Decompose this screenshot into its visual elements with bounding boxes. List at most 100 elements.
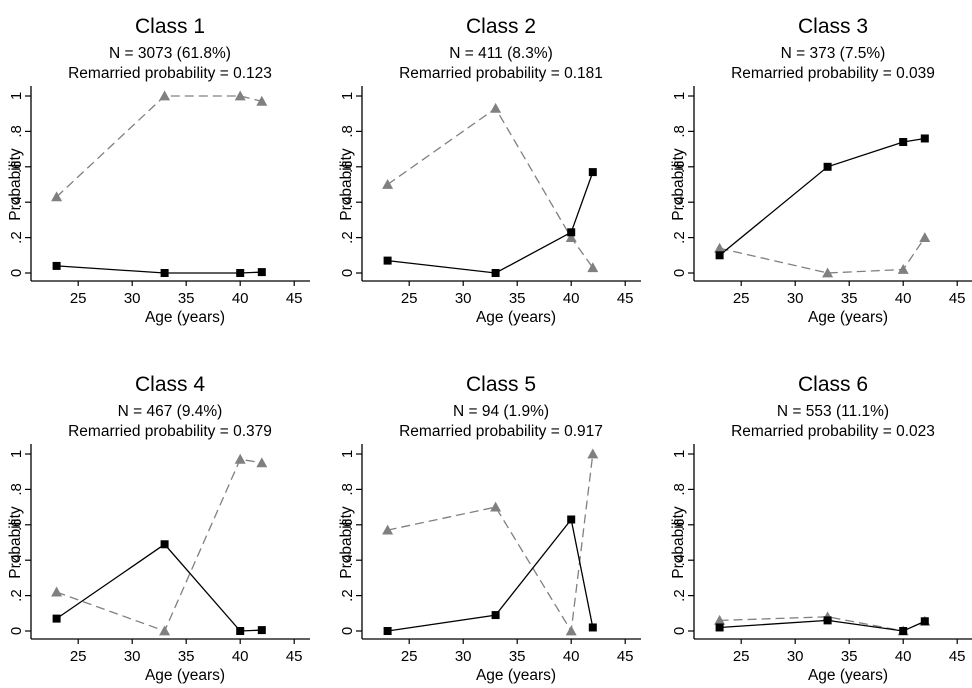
chart-title: Class 1 [135, 15, 205, 38]
data-point-square [823, 616, 832, 625]
data-point-square [52, 261, 61, 270]
x-tick-label: 35 [841, 648, 858, 665]
data-point-square [257, 626, 266, 635]
data-point-triangle [256, 457, 268, 468]
y-tick-label: 0 [339, 269, 356, 277]
x-tick-label: 45 [617, 290, 634, 307]
x-axis-label: Age (years) [808, 309, 888, 326]
data-point-square [567, 228, 576, 237]
chart-subtitle-remarried: Remarried probability = 0.039 [731, 65, 935, 82]
x-tick-label: 45 [949, 290, 966, 307]
data-point-triangle [256, 95, 268, 106]
y-tick-label: 1 [8, 450, 25, 458]
data-point-triangle [382, 179, 394, 189]
data-point-square [257, 268, 266, 277]
y-tick-label: .6 [339, 519, 356, 532]
series-line-triangle [719, 616, 926, 632]
data-point-square [491, 611, 500, 620]
data-point-square [715, 251, 724, 260]
y-tick-label: .4 [339, 196, 356, 209]
data-point-square [920, 134, 929, 143]
data-point-square [715, 623, 724, 632]
data-point-triangle [51, 586, 63, 597]
x-tick-label: 30 [455, 290, 472, 307]
x-tick-label: 30 [124, 648, 141, 665]
y-tick-label: 1 [8, 92, 25, 100]
y-axis-label: Probability [7, 148, 24, 221]
series-line-square [56, 265, 262, 274]
x-tick-label: 35 [178, 648, 195, 665]
data-point-triangle [382, 524, 394, 535]
x-axis-label: Age (years) [145, 309, 225, 326]
y-tick-label: .4 [671, 196, 688, 209]
y-tick-label: .8 [8, 483, 25, 496]
x-tick-label: 45 [617, 648, 634, 665]
chart-panel-1: Class 1 N = 3073 (61.8%) Remarried probabi… [7, 15, 310, 326]
chart-subtitle-n: N = 553 (11.1%) [777, 403, 889, 420]
data-point-triangle [714, 242, 726, 253]
x-tick-label: 40 [563, 648, 580, 665]
y-tick-label: .2 [8, 589, 25, 602]
y-tick-label: 1 [671, 450, 688, 458]
y-tick-label: 0 [8, 627, 25, 635]
data-point-square [52, 614, 61, 623]
x-tick-label: 40 [563, 290, 580, 307]
y-tick-label: 0 [8, 269, 25, 277]
data-point-triangle [234, 453, 246, 464]
x-tick-label: 25 [733, 290, 750, 307]
chart-subtitle-remarried: Remarried probability = 0.379 [68, 423, 272, 440]
y-tick-label: 1 [671, 92, 688, 100]
chart-subtitle-remarried: Remarried probability = 0.917 [399, 423, 603, 440]
data-point-triangle [919, 232, 931, 242]
x-tick-label: 30 [455, 648, 472, 665]
series-line-triangle [56, 95, 262, 198]
data-point-triangle [159, 625, 171, 636]
y-tick-label: .4 [8, 196, 25, 209]
chart-subtitle-remarried: Remarried probability = 0.023 [731, 423, 935, 440]
data-point-triangle [587, 262, 599, 273]
chart-subtitle-n: N = 3073 (61.8%) [109, 45, 231, 62]
data-point-triangle [587, 448, 599, 459]
data-point-square [383, 256, 392, 265]
y-axis-label: Probability [670, 148, 687, 221]
x-tick-label: 30 [787, 290, 804, 307]
data-point-triangle [822, 267, 834, 278]
data-point-square [920, 617, 929, 626]
data-point-triangle [897, 263, 909, 274]
data-point-square [236, 627, 245, 635]
data-point-square [899, 627, 908, 635]
y-tick-label: .6 [8, 519, 25, 532]
x-tick-label: 25 [70, 648, 87, 665]
y-tick-label: .8 [671, 125, 688, 138]
data-point-square [899, 138, 908, 147]
chart-subtitle-n: N = 373 (7.5%) [781, 45, 886, 62]
series-line-triangle [56, 458, 262, 632]
chart-subtitle-remarried: Remarried probability = 0.181 [399, 65, 603, 82]
x-tick-label: 45 [286, 290, 303, 307]
data-point-square [383, 627, 392, 635]
x-tick-label: 25 [70, 290, 87, 307]
x-tick-label: 35 [178, 290, 195, 307]
data-point-triangle [565, 232, 577, 242]
chart-title: Class 4 [135, 373, 205, 396]
x-axis-label: Age (years) [808, 667, 888, 684]
data-point-triangle [490, 102, 502, 113]
x-axis-label: Age (years) [145, 667, 225, 684]
x-tick-label: 45 [286, 648, 303, 665]
x-tick-label: 35 [509, 648, 526, 665]
chart-title: Class 3 [798, 15, 868, 38]
y-tick-label: 1 [339, 92, 356, 100]
data-point-triangle [565, 625, 577, 636]
y-tick-label: .8 [671, 483, 688, 496]
data-point-square [588, 623, 597, 632]
x-tick-label: 45 [949, 648, 966, 665]
x-tick-label: 25 [733, 648, 750, 665]
series-line-square [56, 543, 262, 632]
y-axis-label: Probability [338, 148, 355, 221]
y-tick-label: .8 [339, 483, 356, 496]
x-tick-label: 40 [895, 648, 912, 665]
y-tick-label: 0 [671, 269, 688, 277]
y-tick-label: .8 [339, 125, 356, 138]
y-tick-label: .6 [671, 519, 688, 532]
